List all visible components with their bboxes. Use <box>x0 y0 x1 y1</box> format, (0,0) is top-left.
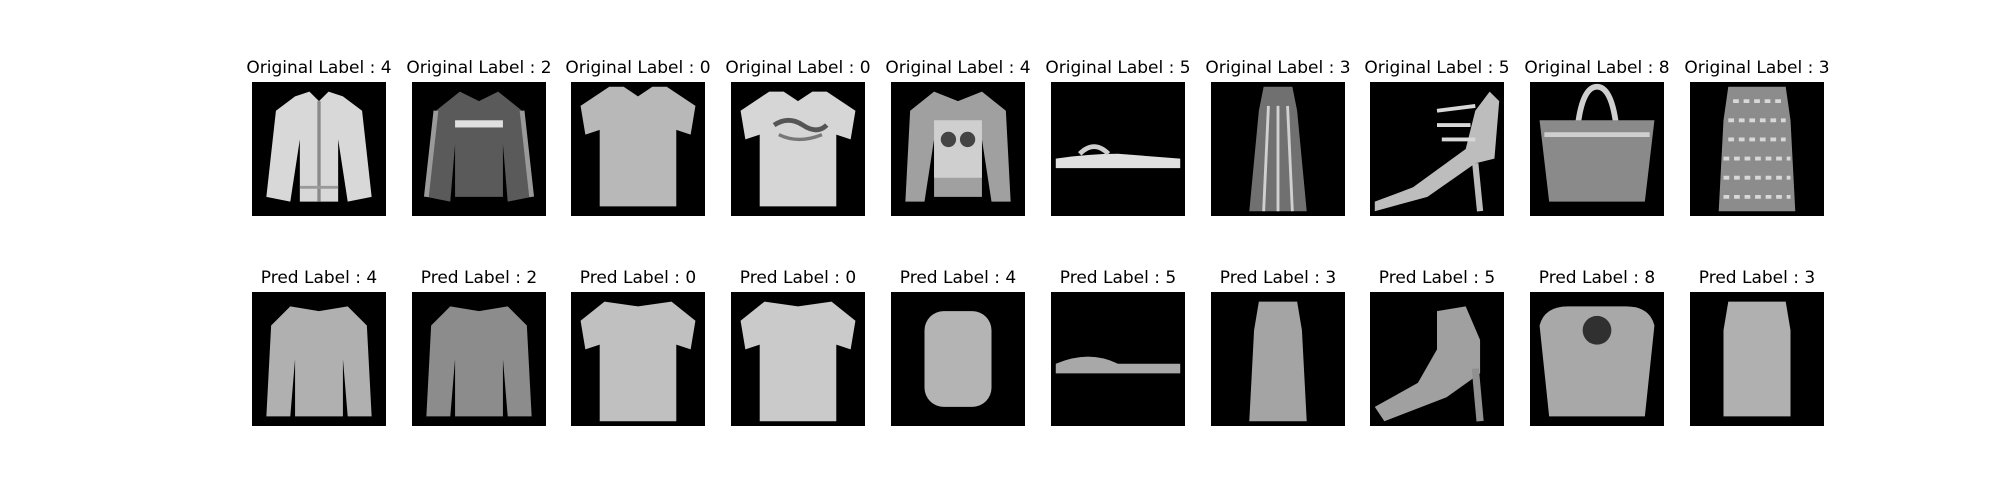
pred-title-5: Pred Label : 4 <box>899 268 1017 288</box>
coat-blur-icon <box>891 292 1025 426</box>
hoodie-blur-image <box>412 292 546 426</box>
dress-blur-image-1 <box>1211 292 1345 426</box>
dress-blur-icon <box>1690 292 1824 426</box>
original-title-5: Original Label : 4 <box>885 58 1031 78</box>
hoodie-blur-icon <box>412 292 546 426</box>
coat-blur-image <box>891 292 1025 426</box>
dress-blur-image-2 <box>1690 292 1824 426</box>
original-title-2: Original Label : 2 <box>406 58 552 78</box>
tshirt-blur-icon <box>731 292 865 426</box>
bag-blur-image <box>1530 292 1664 426</box>
jacket-icon <box>252 82 386 216</box>
coat-icon <box>891 82 1025 216</box>
pred-title-8: Pred Label : 5 <box>1378 268 1496 288</box>
heel-blur-icon <box>1370 292 1504 426</box>
pred-title-7: Pred Label : 3 <box>1219 268 1337 288</box>
sandal-image <box>1051 82 1185 216</box>
tshirt-blur-image-1 <box>571 292 705 426</box>
hoodie-icon <box>412 82 546 216</box>
dress-icon <box>1211 82 1345 216</box>
sandal-icon <box>1051 82 1185 216</box>
dress-pattern-icon <box>1690 82 1824 216</box>
original-title-6: Original Label : 5 <box>1045 58 1191 78</box>
tshirt-blur-image-2 <box>731 292 865 426</box>
pred-title-3: Pred Label : 0 <box>579 268 697 288</box>
pred-title-6: Pred Label : 5 <box>1059 268 1177 288</box>
pred-title-4: Pred Label : 0 <box>739 268 857 288</box>
original-title-8: Original Label : 5 <box>1364 58 1510 78</box>
dress-pattern-image <box>1690 82 1824 216</box>
bag-icon <box>1530 82 1664 216</box>
jacket-blur-icon <box>252 292 386 426</box>
jacket-image <box>252 82 386 216</box>
original-title-4: Original Label : 0 <box>725 58 871 78</box>
sandal-blur-icon <box>1051 292 1185 426</box>
tshirt-icon <box>571 82 705 216</box>
tshirt-image <box>571 82 705 216</box>
coat-image <box>891 82 1025 216</box>
dress-blur-icon <box>1211 292 1345 426</box>
tshirt-print-icon <box>731 82 865 216</box>
pred-title-2: Pred Label : 2 <box>420 268 538 288</box>
original-title-10: Original Label : 3 <box>1684 58 1830 78</box>
original-title-9: Original Label : 8 <box>1524 58 1670 78</box>
dress-image <box>1211 82 1345 216</box>
heel-icon <box>1370 82 1504 216</box>
bag-image <box>1530 82 1664 216</box>
tshirt-blur-icon <box>571 292 705 426</box>
jacket-blur-image <box>252 292 386 426</box>
original-title-7: Original Label : 3 <box>1205 58 1351 78</box>
pred-title-1: Pred Label : 4 <box>260 268 378 288</box>
hoodie-image <box>412 82 546 216</box>
original-title-3: Original Label : 0 <box>565 58 711 78</box>
heel-blur-image <box>1370 292 1504 426</box>
heel-image <box>1370 82 1504 216</box>
pred-title-10: Pred Label : 3 <box>1698 268 1816 288</box>
pred-title-9: Pred Label : 8 <box>1538 268 1656 288</box>
bag-blur-icon <box>1530 292 1664 426</box>
sandal-blur-image <box>1051 292 1185 426</box>
tshirt-print-image <box>731 82 865 216</box>
original-title-1: Original Label : 4 <box>246 58 392 78</box>
